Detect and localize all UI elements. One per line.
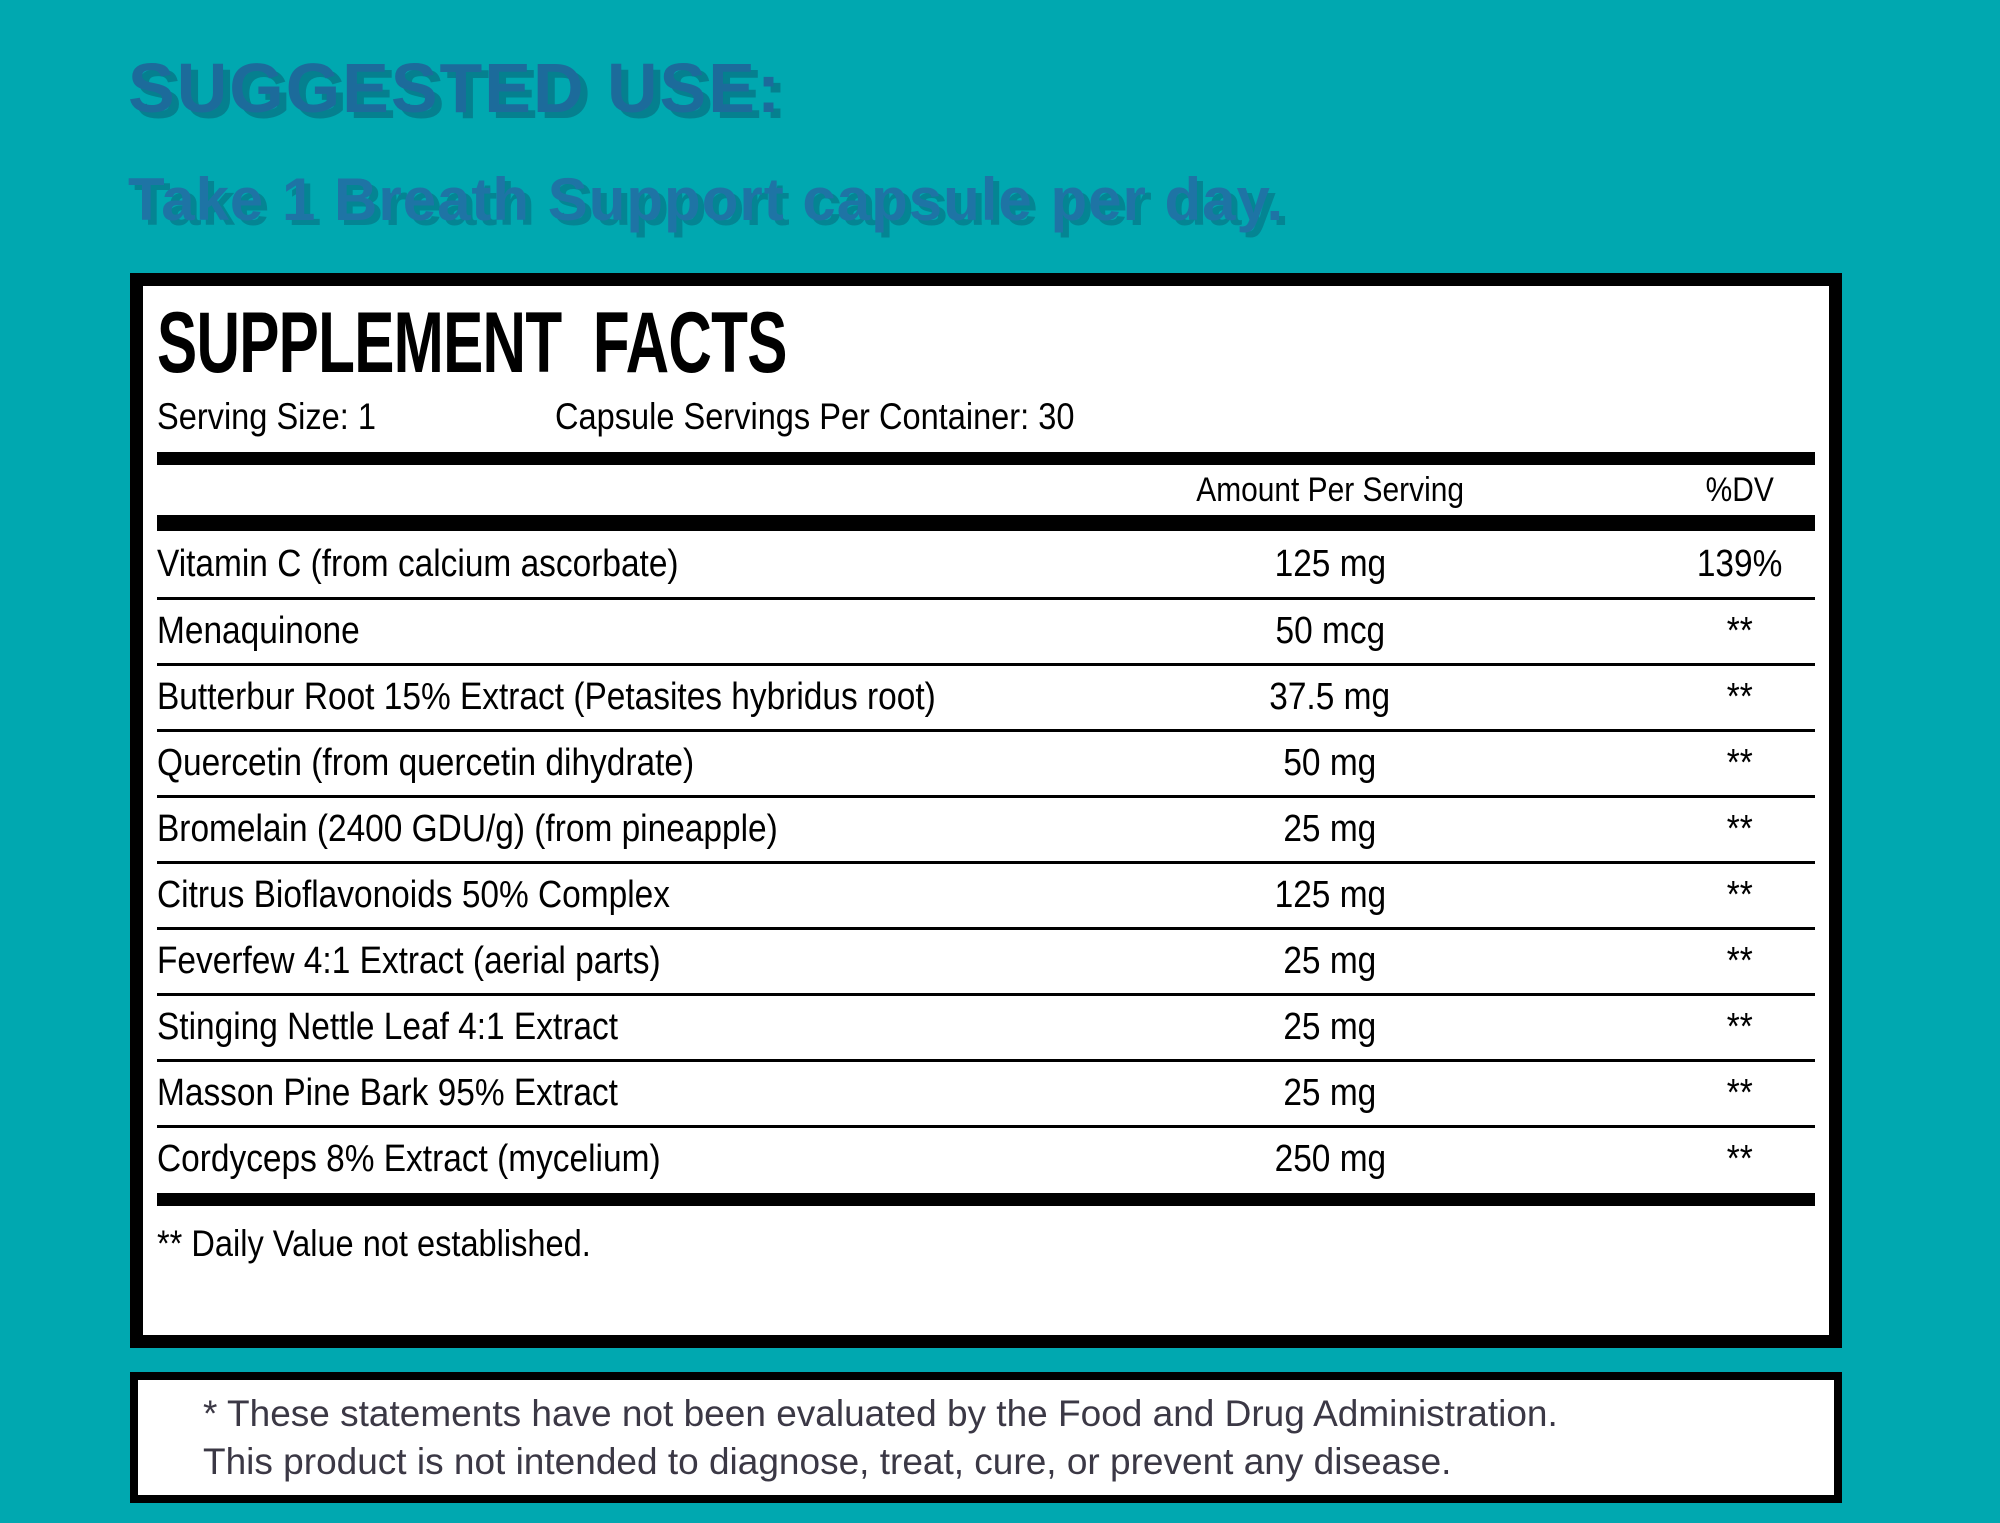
- ingredient-name: Bromelain (2400 GDU/g) (from pineapple): [157, 808, 1170, 851]
- amount-per-serving-header-text: Amount Per Serving: [1196, 470, 1464, 509]
- daily-value-footnote-text: ** Daily Value not established.: [157, 1223, 591, 1264]
- fda-disclaimer-line2: This product is not intended to diagnose…: [203, 1440, 1452, 1482]
- ingredient-table: Vitamin C (from calcium ascorbate) 125 m…: [157, 531, 1815, 1191]
- ingredient-name-text: Citrus Bioflavonoids 50% Complex: [157, 874, 670, 916]
- ingredient-amount-text: 25 mg: [1283, 1006, 1377, 1048]
- ingredient-name: Butterbur Root 15% Extract (Petasites hy…: [157, 676, 1170, 719]
- ingredient-amount-text: 25 mg: [1283, 940, 1377, 982]
- ingredient-amount: 37.5 mg: [1170, 676, 1490, 719]
- ingredient-name-text: Masson Pine Bark 95% Extract: [157, 1072, 618, 1114]
- ingredient-amount-text: 50 mcg: [1275, 610, 1385, 652]
- supplement-facts-panel: SUPPLEMENT FACTS Serving Size: 1 Capsule…: [130, 273, 1842, 1348]
- column-header-amount: Amount Per Serving: [1170, 471, 1490, 510]
- supplement-facts-title: SUPPLEMENT FACTS: [157, 300, 1815, 386]
- ingredient-amount: 50 mcg: [1170, 610, 1490, 653]
- suggested-use-instruction: Take 1 Breath Support capsule per day.: [128, 166, 1285, 233]
- ingredient-amount: 125 mg: [1170, 874, 1490, 917]
- ingredient-dv-text: **: [1726, 874, 1754, 916]
- table-row: Masson Pine Bark 95% Extract 25 mg **: [157, 1059, 1815, 1125]
- ingredient-amount-text: 25 mg: [1283, 1072, 1377, 1114]
- ingredient-amount: 50 mg: [1170, 742, 1490, 785]
- table-row: Bromelain (2400 GDU/g) (from pineapple) …: [157, 795, 1815, 861]
- rule-above-footnote: [157, 1193, 1815, 1206]
- ingredient-dv-text: **: [1726, 1006, 1754, 1048]
- table-row: Stinging Nettle Leaf 4:1 Extract 25 mg *…: [157, 993, 1815, 1059]
- ingredient-amount: 25 mg: [1170, 1006, 1490, 1049]
- fda-disclaimer-line1: * These statements have not been evaluat…: [203, 1392, 1558, 1434]
- ingredient-dv: **: [1665, 610, 1815, 653]
- ingredient-dv-text: **: [1726, 1072, 1754, 1114]
- ingredient-dv: **: [1665, 742, 1815, 785]
- ingredient-amount-text: 125 mg: [1274, 542, 1386, 585]
- ingredient-dv: **: [1665, 874, 1815, 917]
- ingredient-name: Vitamin C (from calcium ascorbate): [157, 543, 1170, 586]
- ingredient-name: Masson Pine Bark 95% Extract: [157, 1072, 1170, 1115]
- ingredient-amount: 25 mg: [1170, 940, 1490, 983]
- ingredient-amount-text: 37.5 mg: [1269, 676, 1391, 718]
- rule-below-column-headers: [157, 515, 1815, 531]
- ingredient-dv: 139%: [1665, 543, 1815, 586]
- table-row: Feverfew 4:1 Extract (aerial parts) 25 m…: [157, 927, 1815, 993]
- table-row: Menaquinone 50 mcg **: [157, 597, 1815, 663]
- ingredient-amount-text: 25 mg: [1283, 808, 1377, 850]
- ingredient-dv: **: [1665, 1072, 1815, 1115]
- ingredient-amount: 25 mg: [1170, 808, 1490, 851]
- column-header-dv: %DV: [1665, 471, 1815, 510]
- ingredient-dv-text: **: [1726, 742, 1754, 784]
- ingredient-amount: 25 mg: [1170, 1072, 1490, 1115]
- ingredient-name: Cordyceps 8% Extract (mycelium): [157, 1138, 1170, 1181]
- ingredient-name-text: Vitamin C (from calcium ascorbate): [157, 542, 679, 585]
- ingredient-amount-text: 50 mg: [1283, 742, 1377, 784]
- ingredient-dv-text: **: [1726, 610, 1754, 652]
- daily-value-footnote: ** Daily Value not established.: [157, 1222, 1815, 1266]
- servings-per-container-label: Capsule Servings Per Container: 30: [555, 396, 1145, 438]
- serving-size-label: Serving Size: 1: [157, 396, 406, 438]
- ingredient-dv-text: 139%: [1697, 542, 1783, 585]
- serving-info-row: Serving Size: 1 Capsule Servings Per Con…: [157, 396, 1815, 440]
- table-row: Cordyceps 8% Extract (mycelium) 250 mg *…: [157, 1125, 1815, 1191]
- ingredient-name-text: Bromelain (2400 GDU/g) (from pineapple): [157, 808, 778, 850]
- table-row: Quercetin (from quercetin dihydrate) 50 …: [157, 729, 1815, 795]
- ingredient-name: Menaquinone: [157, 610, 1170, 653]
- column-header-row: Amount Per Serving %DV: [157, 465, 1815, 515]
- servings-per-container-text: Capsule Servings Per Container: 30: [555, 396, 1075, 437]
- ingredient-dv-text: **: [1726, 676, 1754, 718]
- ingredient-name-text: Butterbur Root 15% Extract (Petasites hy…: [157, 676, 936, 718]
- table-row: Citrus Bioflavonoids 50% Complex 125 mg …: [157, 861, 1815, 927]
- ingredient-name: Citrus Bioflavonoids 50% Complex: [157, 874, 1170, 917]
- ingredient-dv-text: **: [1726, 940, 1754, 982]
- table-row: Butterbur Root 15% Extract (Petasites hy…: [157, 663, 1815, 729]
- ingredient-name-text: Feverfew 4:1 Extract (aerial parts): [157, 940, 661, 982]
- ingredient-name-text: Stinging Nettle Leaf 4:1 Extract: [157, 1006, 618, 1048]
- ingredient-name-text: Menaquinone: [157, 610, 360, 652]
- table-row: Vitamin C (from calcium ascorbate) 125 m…: [157, 531, 1815, 597]
- fda-disclaimer-panel: * These statements have not been evaluat…: [130, 1372, 1842, 1503]
- ingredient-amount: 125 mg: [1170, 543, 1490, 586]
- rule-above-column-headers: [157, 452, 1815, 465]
- supplement-facts-title-text: SUPPLEMENT FACTS: [157, 295, 787, 391]
- ingredient-name-text: Cordyceps 8% Extract (mycelium): [157, 1138, 661, 1180]
- ingredient-amount-text: 125 mg: [1274, 874, 1386, 916]
- ingredient-name-text: Quercetin (from quercetin dihydrate): [157, 742, 695, 784]
- ingredient-amount: 250 mg: [1170, 1138, 1490, 1181]
- ingredient-name: Quercetin (from quercetin dihydrate): [157, 742, 1170, 785]
- ingredient-dv: **: [1665, 1006, 1815, 1049]
- ingredient-dv: **: [1665, 676, 1815, 719]
- ingredient-dv: **: [1665, 940, 1815, 983]
- serving-size-text: Serving Size: 1: [157, 396, 376, 437]
- ingredient-amount-text: 250 mg: [1274, 1138, 1386, 1180]
- ingredient-dv: **: [1665, 808, 1815, 851]
- ingredient-dv-text: **: [1726, 1138, 1754, 1180]
- ingredient-dv-text: **: [1726, 808, 1754, 850]
- suggested-use-heading: SUGGESTED USE:: [128, 49, 783, 127]
- dv-header-text: %DV: [1705, 470, 1775, 509]
- ingredient-dv: **: [1665, 1138, 1815, 1181]
- ingredient-name: Stinging Nettle Leaf 4:1 Extract: [157, 1006, 1170, 1049]
- ingredient-name: Feverfew 4:1 Extract (aerial parts): [157, 940, 1170, 983]
